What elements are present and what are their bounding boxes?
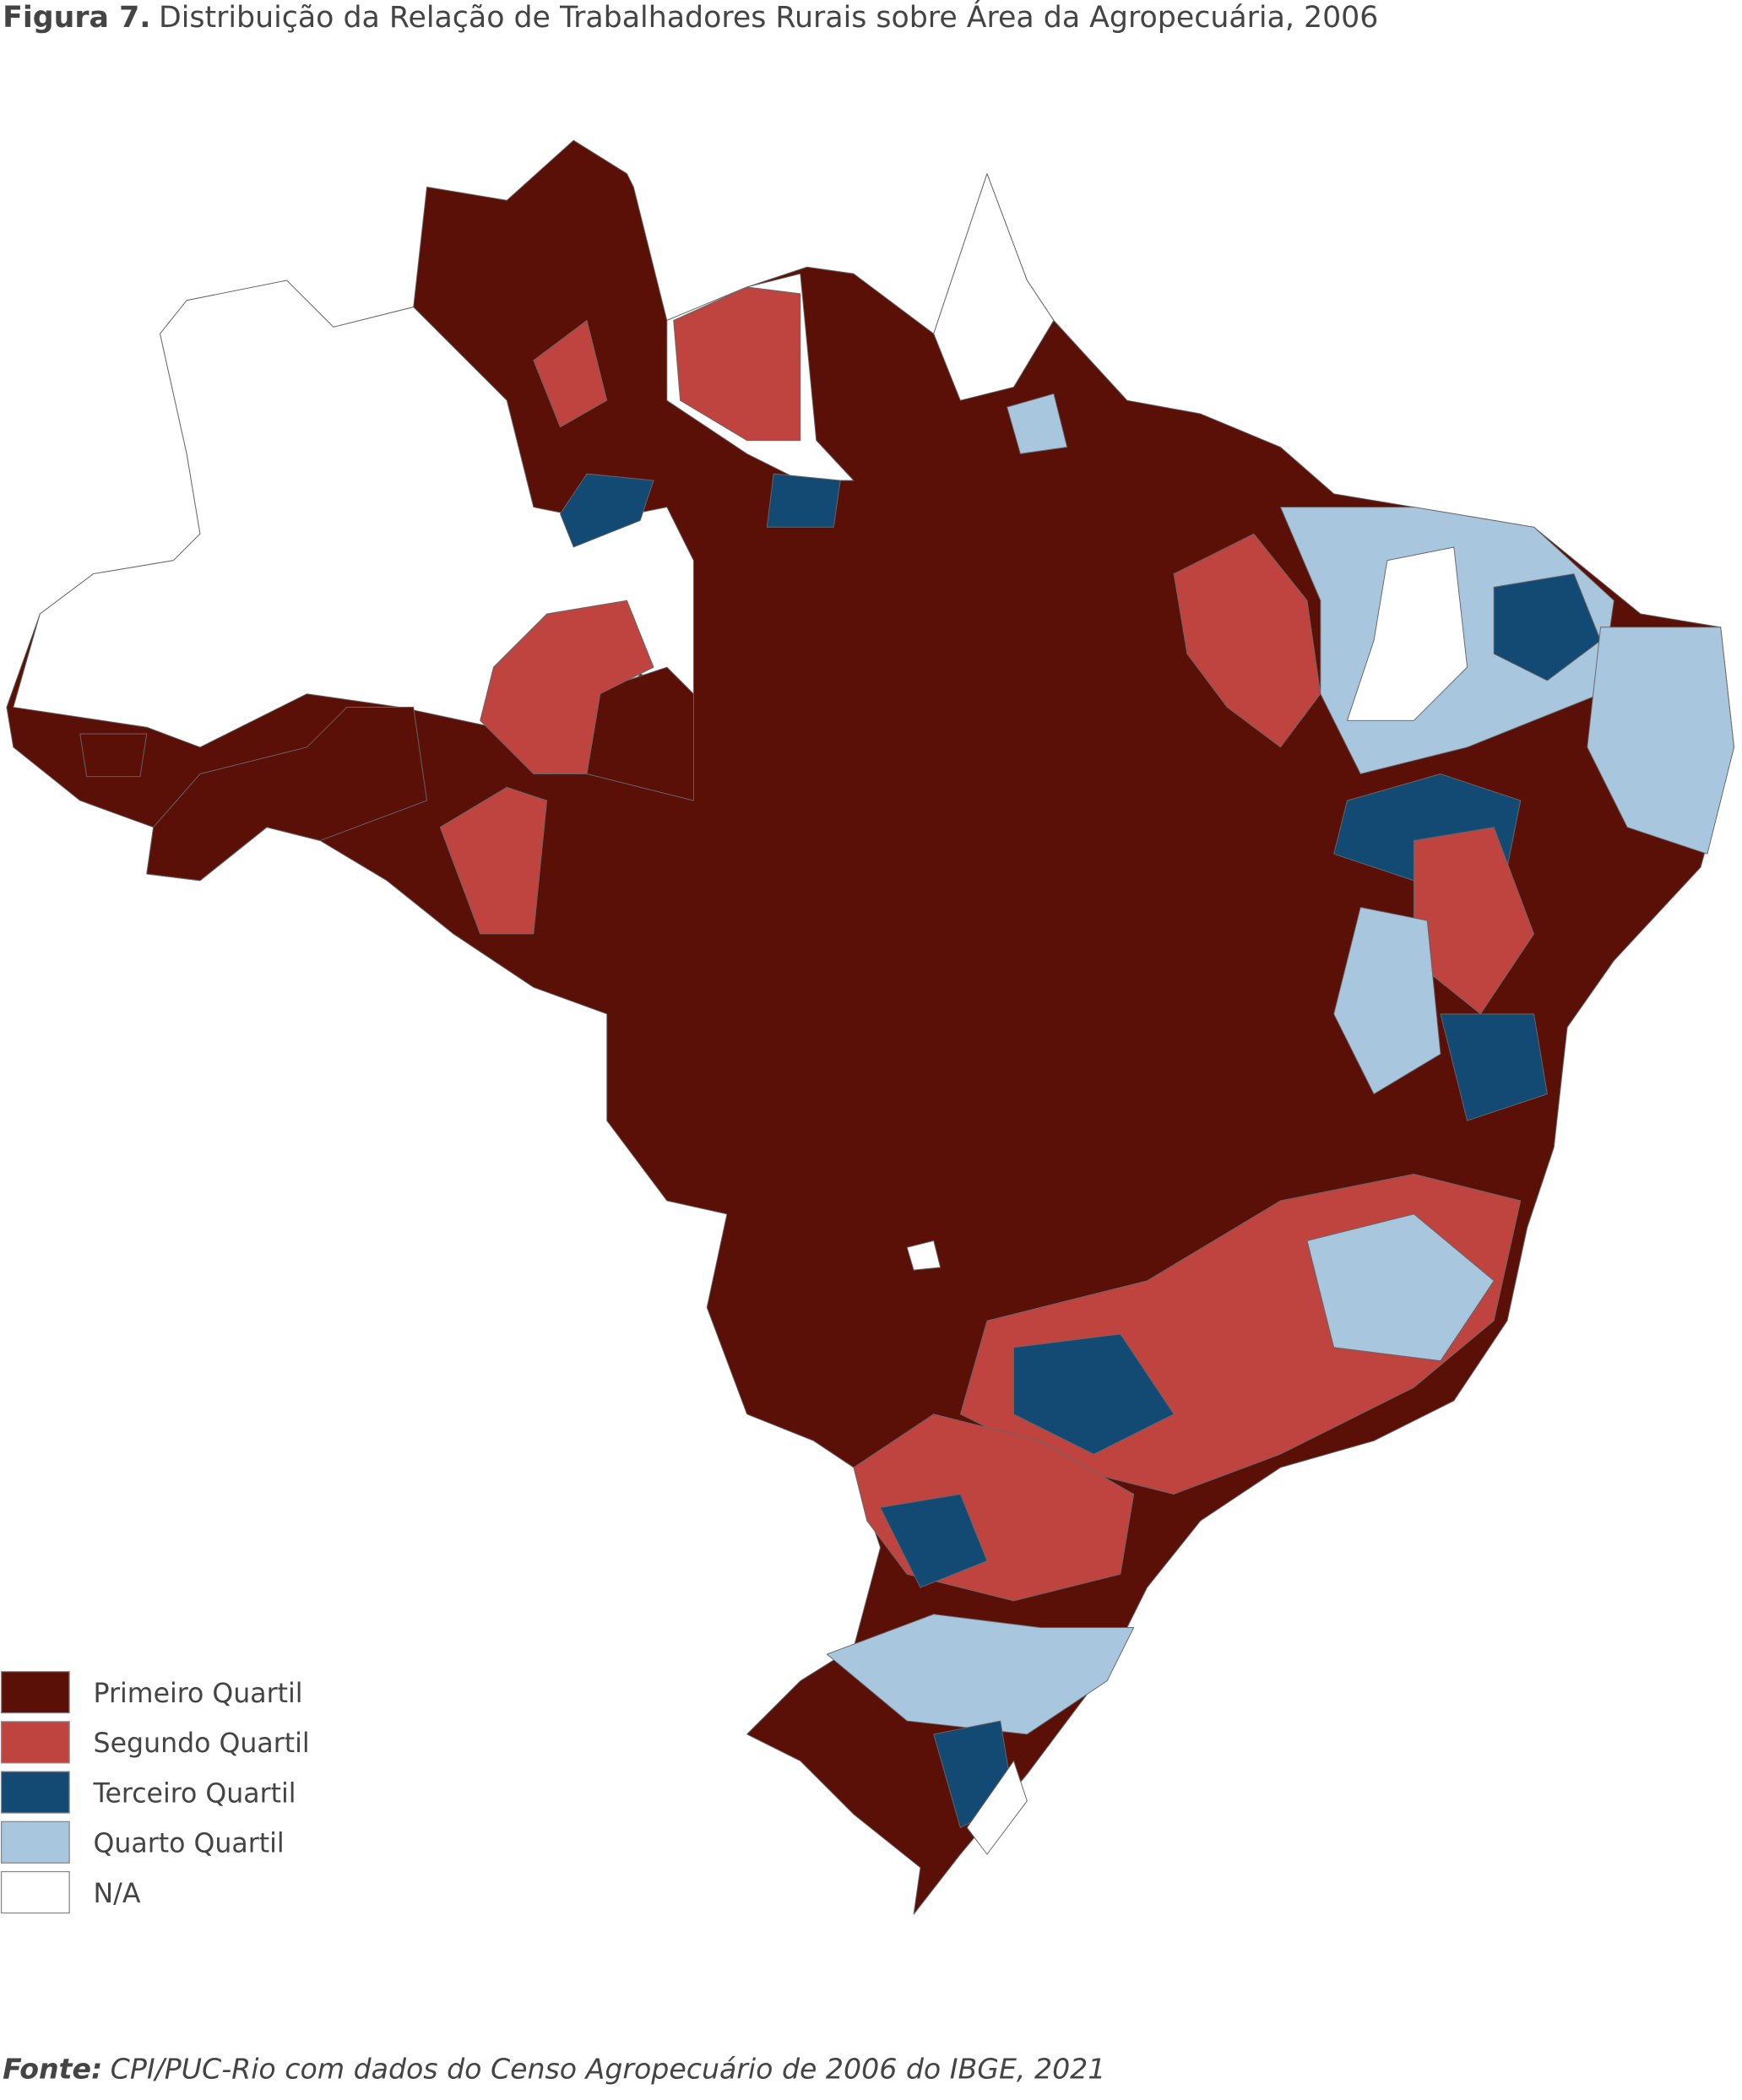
legend-swatch [0, 1771, 70, 1814]
patch-na-mt [906, 1240, 942, 1271]
legend-swatch [0, 1721, 70, 1764]
patch-q2-para-north [673, 286, 801, 442]
patch-q3-ne [1493, 573, 1602, 681]
legend-label: N/A [94, 1879, 141, 1909]
patch-q3-para [766, 473, 841, 528]
patch-q2-maranhao [1173, 533, 1321, 748]
legend-label: Segundo Quartil [94, 1728, 310, 1759]
title: Figura 7. Distribuição da Relação de Trab… [3, 0, 1378, 35]
patch-q4-sc [826, 1614, 1135, 1735]
figure-label: Figura 7. [3, 1, 150, 35]
legend-label: Primeiro Quartil [94, 1679, 303, 1709]
legend: Primeiro Quartil Segundo Quartil Terceiro … [0, 1670, 310, 1914]
patch-q3-sp [1013, 1333, 1175, 1455]
legend-swatch [0, 1670, 70, 1714]
patch-q4-mg [1306, 1213, 1495, 1362]
legend-label: Quarto Quartil [94, 1829, 285, 1859]
patch-q3-manaus [559, 473, 654, 548]
legend-label: Terceiro Quartil [93, 1778, 296, 1809]
source: Fonte: CPI/PUC-Rio com dados do Censo Agr… [3, 2052, 1105, 2085]
patch-q3-parana [880, 1494, 988, 1588]
patch-q2-amazonas [480, 600, 654, 774]
patch-q1-acre [79, 733, 148, 778]
na-amapa [933, 173, 1055, 401]
patch-q1-west [146, 707, 427, 882]
source-label: Fonte: [3, 2052, 102, 2085]
legend-swatch [0, 1870, 70, 1914]
title-text: Distribuição da Relação de Trabalhadores… [159, 0, 1378, 35]
patch-q3-bahia [1440, 1013, 1548, 1121]
patch-q4-amapa [1007, 393, 1068, 454]
patch-q2-roraima [533, 319, 608, 428]
patch-q4-bahia [1333, 907, 1441, 1095]
legend-swatch [0, 1821, 70, 1864]
patch-q2-rondonia [439, 786, 548, 935]
patch-q4-ne-coast [1587, 627, 1734, 855]
map [6, 139, 1734, 1915]
source-text: CPI/PUC-Rio com dados do Censo Agropecuá… [111, 2052, 1106, 2085]
patch-na-piaui [1346, 546, 1468, 721]
patch-na-lagoa [966, 1760, 1028, 1855]
